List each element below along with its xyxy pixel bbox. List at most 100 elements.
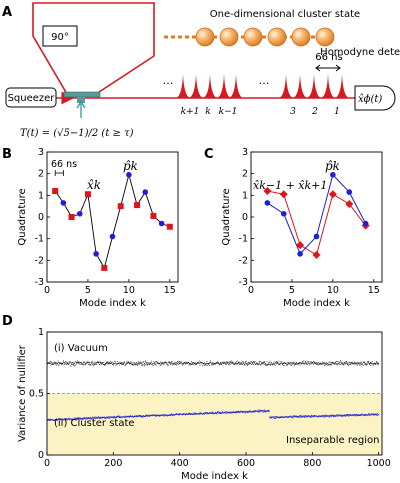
vacuum-point xyxy=(240,362,241,364)
cluster-point xyxy=(167,415,168,417)
vacuum-point xyxy=(288,362,290,364)
vacuum-point xyxy=(77,360,78,362)
vacuum-point xyxy=(202,363,204,364)
vacuum-point xyxy=(114,362,116,364)
vacuum-point xyxy=(364,363,366,365)
cluster-point xyxy=(119,417,121,419)
vacuum-point xyxy=(93,365,94,367)
cluster-point xyxy=(273,416,275,418)
legend-xk: x̂k xyxy=(87,178,101,192)
cluster-point xyxy=(327,415,329,417)
cluster-point xyxy=(117,415,119,417)
cluster-point xyxy=(151,414,153,416)
cluster-point xyxy=(156,415,157,417)
vacuum-point xyxy=(71,362,73,364)
vacuum-point xyxy=(65,364,67,365)
vacuum-point xyxy=(185,361,187,363)
cluster-point xyxy=(332,414,334,416)
vacuum-point xyxy=(70,365,72,367)
data-point-sum xyxy=(296,241,305,250)
cluster-point xyxy=(182,414,184,416)
vacuum-point xyxy=(114,361,116,363)
cluster-point xyxy=(342,415,344,417)
vacuum-point xyxy=(136,363,138,365)
vacuum-point xyxy=(96,363,98,365)
vacuum-point xyxy=(263,363,265,365)
x-tick-label: 15 xyxy=(164,285,176,296)
vacuum-point xyxy=(371,362,373,364)
vacuum-point xyxy=(112,363,114,365)
vacuum-point xyxy=(194,362,196,364)
vacuum-point xyxy=(310,363,312,365)
vacuum-point xyxy=(69,360,71,362)
vacuum-point xyxy=(232,363,234,364)
vacuum-point xyxy=(87,362,88,364)
vacuum-point xyxy=(117,363,119,365)
vacuum-point xyxy=(146,362,148,363)
vacuum-point xyxy=(90,361,92,363)
x-axis-label: Mode index k xyxy=(181,471,248,482)
cluster-point xyxy=(264,409,266,411)
vacuum-point xyxy=(189,364,191,366)
vacuum-point xyxy=(210,361,211,363)
pulse-label: k+1 xyxy=(181,107,200,117)
vacuum-point xyxy=(184,362,186,364)
vacuum-point xyxy=(49,361,51,362)
cluster-point xyxy=(369,415,371,417)
cluster-point xyxy=(355,414,356,416)
x-tick-label: 800 xyxy=(303,458,321,469)
vacuum-point xyxy=(266,364,268,366)
cluster-point xyxy=(171,413,173,415)
vacuum-point xyxy=(268,361,270,363)
cluster-point xyxy=(165,415,167,416)
cluster-point xyxy=(159,414,161,416)
vacuum-point xyxy=(258,363,260,365)
cluster-point xyxy=(334,414,336,416)
cluster-point xyxy=(356,414,358,416)
vacuum-point xyxy=(371,361,373,362)
vacuum-point xyxy=(231,363,233,364)
vacuum-point xyxy=(230,361,231,363)
cluster-point xyxy=(104,416,106,418)
cluster-point xyxy=(229,412,231,414)
vacuum-point xyxy=(92,363,94,364)
cluster-point xyxy=(287,417,289,419)
cluster-point xyxy=(64,418,66,420)
cluster-point xyxy=(360,415,362,417)
vacuum-point xyxy=(173,363,175,364)
cluster-point xyxy=(78,418,80,420)
vacuum-point xyxy=(277,362,279,364)
vacuum-point xyxy=(93,364,95,366)
vacuum-point xyxy=(143,365,145,367)
cluster-point xyxy=(242,411,244,412)
vacuum-point xyxy=(329,363,331,365)
vacuum-point xyxy=(299,362,301,364)
cluster-point xyxy=(99,417,100,419)
vacuum-point xyxy=(344,363,346,365)
vacuum-point xyxy=(104,364,105,366)
x-tick-label: 200 xyxy=(104,458,122,469)
cluster-point xyxy=(157,415,159,417)
cluster-point xyxy=(191,413,193,415)
vacuum-point xyxy=(129,363,131,365)
vacuum-point xyxy=(97,361,99,362)
vacuum-point xyxy=(334,363,336,365)
cluster-point xyxy=(82,418,84,420)
cluster-point xyxy=(334,415,336,417)
cluster-point xyxy=(294,416,296,418)
vacuum-point xyxy=(88,362,90,363)
vacuum-point xyxy=(177,361,179,363)
pulse xyxy=(229,74,243,98)
cluster-point xyxy=(170,414,172,416)
cluster-point xyxy=(274,417,276,419)
vacuum-point xyxy=(58,362,60,363)
cluster-point xyxy=(199,412,201,414)
vacuum-point xyxy=(178,361,180,363)
vacuum-point xyxy=(108,361,110,363)
data-point-xk xyxy=(68,214,75,220)
cluster-point xyxy=(324,415,326,417)
cluster-point xyxy=(331,415,333,417)
vacuum-point xyxy=(83,364,84,366)
vacuum-point xyxy=(127,360,129,362)
y-tick-label: 0 xyxy=(38,212,44,223)
